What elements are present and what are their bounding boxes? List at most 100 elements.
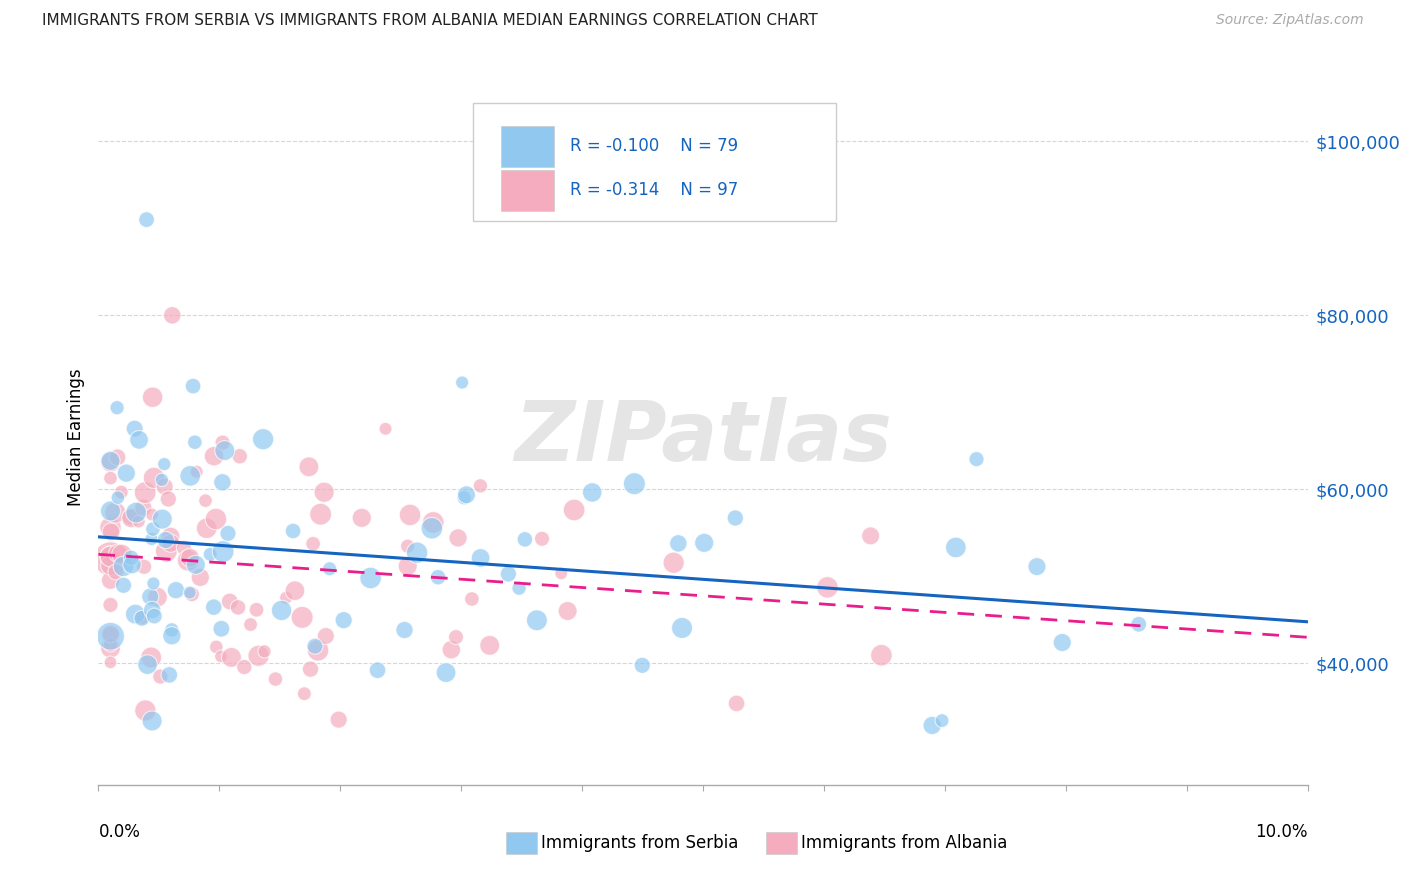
Point bbox=[662, 556, 685, 570]
Point bbox=[205, 512, 228, 526]
Point bbox=[581, 485, 603, 500]
Point bbox=[100, 524, 122, 539]
Text: 0.0%: 0.0% bbox=[98, 823, 141, 841]
Point bbox=[188, 570, 211, 584]
Point bbox=[100, 598, 122, 612]
Point bbox=[360, 571, 382, 585]
Point bbox=[125, 506, 148, 520]
Point bbox=[194, 493, 217, 508]
Point bbox=[112, 578, 135, 592]
Point bbox=[245, 603, 267, 617]
Point bbox=[209, 649, 232, 664]
Point bbox=[671, 621, 693, 635]
Text: R = -0.100    N = 79: R = -0.100 N = 79 bbox=[569, 137, 738, 155]
Point bbox=[139, 590, 162, 604]
Point bbox=[214, 443, 236, 458]
Point bbox=[104, 565, 127, 579]
Point bbox=[274, 591, 297, 605]
Point bbox=[159, 529, 181, 543]
Point bbox=[128, 433, 150, 447]
Point bbox=[724, 511, 747, 525]
Point bbox=[100, 454, 122, 468]
Point bbox=[302, 537, 325, 551]
Point bbox=[120, 511, 142, 525]
Point bbox=[870, 648, 893, 663]
Point bbox=[179, 550, 201, 565]
Point bbox=[451, 376, 474, 390]
Point bbox=[526, 613, 548, 627]
Point bbox=[100, 627, 122, 641]
Point bbox=[105, 401, 128, 415]
Point bbox=[141, 508, 163, 522]
Point bbox=[396, 559, 419, 574]
Point bbox=[124, 607, 146, 622]
Point bbox=[146, 590, 169, 604]
Point bbox=[153, 457, 176, 471]
Point bbox=[100, 638, 122, 652]
Point bbox=[112, 559, 135, 574]
Point bbox=[440, 642, 463, 657]
Point bbox=[817, 580, 839, 594]
Point bbox=[966, 452, 988, 467]
Point bbox=[202, 600, 225, 615]
Point bbox=[181, 379, 204, 393]
Point bbox=[427, 570, 450, 584]
Point bbox=[456, 488, 478, 502]
Point bbox=[155, 533, 177, 547]
Point bbox=[631, 658, 654, 673]
Point bbox=[205, 640, 228, 654]
Point bbox=[104, 506, 127, 520]
Point bbox=[100, 520, 122, 534]
Point bbox=[100, 629, 122, 643]
Point bbox=[153, 479, 176, 493]
Point bbox=[160, 629, 183, 643]
Point bbox=[209, 622, 232, 636]
Point bbox=[159, 536, 181, 550]
Point bbox=[100, 551, 122, 566]
Point bbox=[422, 516, 444, 530]
Point bbox=[931, 714, 953, 728]
Point bbox=[304, 639, 326, 653]
Point bbox=[155, 544, 177, 558]
Point bbox=[150, 512, 173, 526]
Point bbox=[314, 485, 336, 500]
Point bbox=[228, 449, 250, 463]
Point bbox=[184, 558, 207, 572]
Point bbox=[367, 663, 389, 677]
Point bbox=[100, 471, 122, 485]
Point bbox=[562, 503, 585, 517]
Point bbox=[470, 479, 492, 493]
Point bbox=[211, 475, 233, 490]
Point bbox=[394, 623, 416, 637]
Point bbox=[143, 609, 166, 624]
Point bbox=[298, 459, 321, 474]
Point bbox=[111, 547, 134, 561]
Point bbox=[165, 583, 187, 598]
Point bbox=[1026, 559, 1049, 574]
Point bbox=[247, 648, 270, 663]
Point bbox=[134, 559, 156, 574]
Point bbox=[291, 610, 314, 624]
Point bbox=[110, 485, 132, 500]
Point bbox=[180, 587, 202, 601]
Point bbox=[100, 558, 122, 573]
Point bbox=[399, 508, 422, 522]
Point bbox=[132, 500, 155, 515]
Point bbox=[332, 613, 354, 627]
Point bbox=[100, 641, 122, 656]
Point bbox=[100, 628, 122, 642]
Point bbox=[453, 491, 475, 505]
Point bbox=[444, 630, 467, 644]
Point bbox=[859, 529, 882, 543]
Point bbox=[374, 422, 396, 436]
Point bbox=[264, 672, 287, 686]
Point bbox=[160, 623, 183, 637]
Point bbox=[131, 611, 153, 625]
Point bbox=[141, 714, 163, 728]
Point bbox=[128, 515, 150, 529]
Point bbox=[253, 644, 276, 658]
Point bbox=[150, 473, 173, 487]
FancyBboxPatch shape bbox=[501, 126, 554, 167]
Point bbox=[141, 603, 163, 617]
Point bbox=[142, 390, 165, 404]
